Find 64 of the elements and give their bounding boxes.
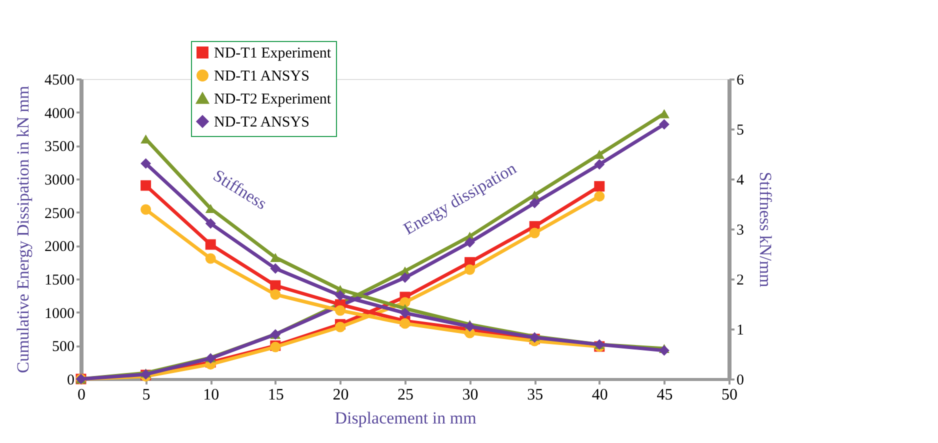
y-tick-label: 1500 (44, 272, 74, 288)
y-axis-title: Cumulative Energy Dissipation in kN mm (14, 86, 32, 374)
point (205, 218, 216, 229)
point (270, 280, 281, 291)
y-tick-label: 4000 (44, 106, 74, 122)
point (140, 204, 152, 215)
x-tick-label: 20 (332, 386, 349, 404)
point (205, 239, 216, 250)
point (529, 198, 540, 208)
point (529, 190, 540, 200)
point (270, 263, 281, 274)
point (464, 237, 476, 248)
point (270, 289, 281, 300)
y-tick-label: 1000 (44, 306, 74, 322)
legend-label: ND-T1 ANSYS (214, 68, 310, 84)
y2-axis-title: Stiffness kN/mm (756, 172, 775, 288)
y-tick-label: 500 (52, 339, 74, 356)
point (270, 252, 281, 262)
y2-tick-label: 3 (736, 222, 744, 238)
x-tick-label: 45 (656, 386, 673, 404)
y2-tick-label: 0 (736, 372, 744, 388)
point (334, 322, 346, 332)
x-tick-label: 40 (592, 386, 608, 404)
y-tick-label: 2500 (44, 206, 74, 222)
point (658, 119, 670, 130)
x-tick-label: 5 (142, 386, 150, 404)
x-tick-label: 15 (268, 386, 284, 404)
y-tick-label: 3000 (44, 172, 74, 188)
x-axis-title: Displacement in mm (334, 408, 476, 428)
y2-tick-label: 2 (736, 272, 744, 288)
point (594, 191, 605, 202)
point (334, 290, 346, 301)
y-tick-label: 0 (67, 372, 74, 388)
point (464, 264, 476, 275)
x-tick-label: 50 (722, 386, 738, 404)
point (529, 228, 540, 238)
point (400, 308, 410, 318)
legend-label: ND-T2 Experiment (214, 92, 332, 108)
point (594, 159, 605, 170)
y-tick-label: 4500 (44, 72, 74, 88)
point (140, 158, 152, 169)
legend-label: ND-T2 ANSYS (214, 114, 310, 130)
y2-tick-label: 6 (736, 72, 744, 88)
x-tick-label: 25 (398, 386, 414, 404)
y2-tick-label: 1 (736, 322, 744, 338)
point (205, 253, 216, 264)
x-tick-label: 10 (203, 386, 220, 404)
point (400, 318, 410, 329)
legend-label: ND-T1 Experiment (214, 46, 332, 62)
y2-tick-label: 5 (736, 122, 744, 138)
x-tick-label: 35 (527, 386, 544, 404)
point (334, 305, 346, 316)
point (594, 150, 605, 159)
point (140, 180, 152, 191)
y-tick-label: 3500 (44, 139, 74, 156)
point (400, 272, 410, 283)
point (658, 345, 670, 356)
y2-tick-label: 4 (736, 172, 744, 188)
point (594, 181, 605, 192)
x-tick-label: 30 (462, 386, 478, 404)
x-tick-label: 0 (78, 386, 86, 404)
point (658, 109, 670, 118)
y-tick-label: 2000 (44, 239, 74, 256)
point (464, 321, 476, 332)
